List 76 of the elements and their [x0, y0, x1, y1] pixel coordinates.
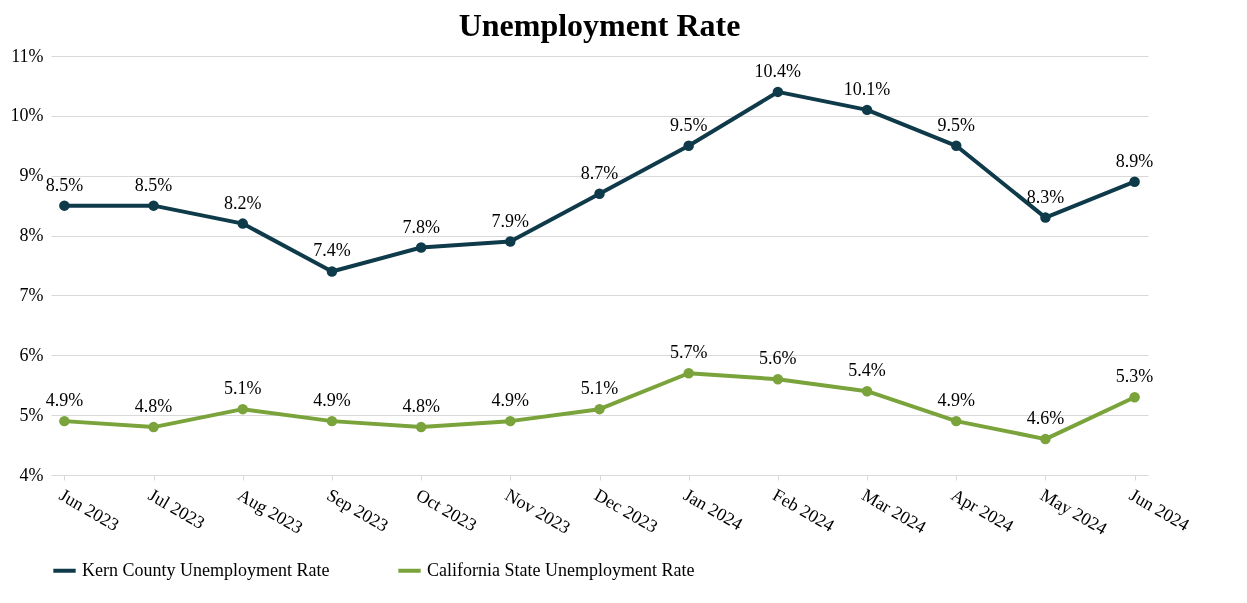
data-label: 9.5% [937, 114, 975, 135]
point [415, 421, 427, 433]
data-label: 8.3% [1026, 186, 1065, 207]
point [148, 421, 159, 433]
point [505, 236, 516, 247]
data-label: 10.4% [754, 60, 802, 81]
data-label: 4.9% [937, 390, 975, 411]
point [594, 188, 605, 199]
point [59, 200, 70, 211]
point [326, 266, 338, 277]
point [237, 218, 248, 229]
point [772, 373, 784, 385]
data-label: 4.9% [313, 390, 351, 411]
data-label: 5.4% [848, 360, 886, 381]
x-tick-label: Dec 2023 [591, 484, 662, 537]
point [59, 415, 70, 427]
point [505, 415, 516, 427]
data-label: 10.1% [843, 78, 891, 99]
point [1040, 433, 1051, 445]
point [415, 242, 427, 253]
point [326, 415, 338, 427]
x-tick-label: Jan 2024 [680, 484, 747, 535]
y-tick-label: 5% [19, 404, 44, 425]
point [237, 403, 248, 415]
point [1040, 212, 1051, 223]
x-tick-label: Jul 2023 [145, 484, 209, 533]
point [148, 200, 159, 211]
data-label: 8.5% [134, 174, 173, 195]
point [594, 403, 605, 415]
x-tick-label: May 2024 [1036, 484, 1111, 539]
data-label: 4.8% [134, 396, 173, 417]
data-label: 5.1% [224, 378, 262, 399]
legend-label: California State Unemployment Rate [427, 559, 695, 580]
data-label: 4.6% [1026, 408, 1065, 429]
data-label: 4.9% [491, 390, 530, 411]
point [951, 140, 962, 152]
point [1129, 391, 1140, 403]
x-tick-label: Sep 2023 [323, 484, 392, 536]
data-label: 7.4% [313, 240, 351, 261]
data-label: 8.5% [45, 174, 84, 195]
x-tick-label: Oct 2023 [412, 484, 481, 536]
data-label: 5.7% [669, 342, 708, 363]
y-tick-label: 9% [19, 165, 44, 186]
data-label: 4.9% [45, 390, 84, 411]
data-label: 8.7% [580, 162, 619, 183]
x-tick-label: Jun 2023 [55, 484, 123, 535]
x-tick-label: Apr 2024 [947, 484, 1018, 537]
y-tick-label: 11% [11, 45, 44, 66]
legend-label: Kern County Unemployment Rate [82, 559, 330, 580]
data-label: 4.8% [402, 396, 440, 417]
data-label: 7.8% [402, 216, 440, 237]
point [683, 368, 694, 379]
x-tick-label: Feb 2024 [769, 484, 838, 536]
point [861, 104, 873, 116]
point [772, 86, 784, 98]
data-label: 5.3% [1115, 366, 1154, 387]
data-label: 9.5% [669, 114, 708, 135]
chart-title: Unemployment Rate [458, 7, 741, 43]
data-label: 7.9% [491, 210, 530, 231]
y-tick-label: 6% [19, 344, 44, 365]
x-tick-label: Mar 2024 [858, 484, 930, 538]
y-tick-label: 4% [19, 464, 44, 485]
x-tick-label: Jun 2024 [1126, 484, 1193, 535]
x-tick-label: Nov 2023 [501, 484, 574, 538]
data-label: 8.9% [1115, 150, 1154, 171]
point [861, 385, 873, 397]
x-tick-label: Aug 2023 [234, 484, 307, 538]
y-tick-label: 8% [19, 225, 44, 246]
point [1129, 176, 1140, 187]
y-tick-label: 7% [19, 284, 44, 305]
data-label: 5.1% [580, 378, 619, 399]
point [951, 415, 962, 427]
y-tick-label: 10% [10, 105, 44, 126]
data-label: 8.2% [224, 192, 262, 213]
point [683, 140, 694, 152]
data-label: 5.6% [759, 348, 797, 369]
